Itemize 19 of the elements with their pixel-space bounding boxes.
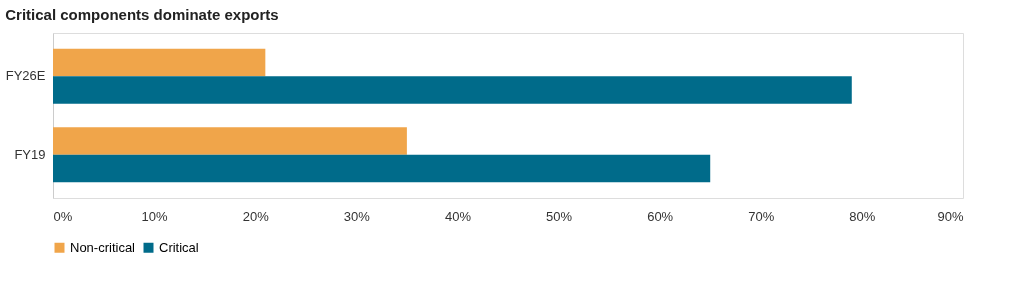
x-tick-label: 20%: [242, 208, 270, 224]
y-tick-label: FY19: [14, 146, 46, 162]
bar: [53, 76, 852, 104]
x-tick-label: 50%: [546, 208, 573, 224]
x-tick-label: 70%: [748, 208, 775, 224]
x-tick-label: 90%: [937, 208, 964, 224]
bar: [53, 127, 407, 155]
bar: [53, 154, 711, 183]
bar: [53, 48, 266, 77]
x-tick-label: 10%: [141, 208, 169, 224]
x-tick-label: 30%: [343, 208, 371, 224]
x-tick-label: 80%: [849, 208, 876, 224]
x-tick-label: 0%: [53, 208, 73, 224]
chart-title: Critical components dominate exports: [5, 6, 279, 23]
legend-label: Critical: [159, 239, 199, 255]
legend-label: Non-critical: [70, 239, 136, 255]
x-tick-label: 60%: [647, 208, 674, 224]
y-tick-label: FY26E: [5, 68, 46, 84]
x-tick-label: 40%: [444, 208, 472, 224]
